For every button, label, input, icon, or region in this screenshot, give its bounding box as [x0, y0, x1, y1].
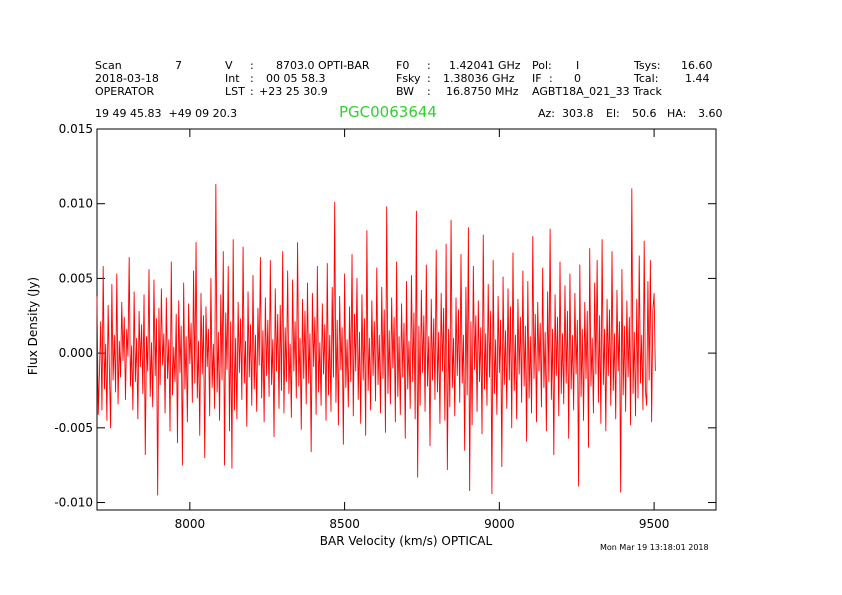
- integration-value: 00 05 58.3: [266, 72, 326, 85]
- plot-timestamp: Mon Mar 19 13:18:01 2018: [600, 543, 709, 552]
- tcal-label: Tcal:: [634, 72, 659, 85]
- lst-value: +23 25 30.9: [259, 85, 328, 98]
- if-colon: :: [549, 72, 553, 85]
- obs-date: 2018-03-18: [95, 72, 159, 85]
- f0-colon: :: [427, 59, 431, 72]
- x-tick-label: 8500: [329, 517, 360, 531]
- if-value: 0: [574, 72, 581, 85]
- az-value: 303.8: [562, 107, 594, 120]
- y-tick-label: 0.005: [59, 271, 93, 285]
- pol-value: I: [576, 59, 580, 72]
- v-label: V: [225, 59, 233, 72]
- pol-label: Pol:: [532, 59, 552, 72]
- y-tick-label: 0.000: [59, 346, 93, 360]
- f0-label: F0: [396, 59, 410, 72]
- if-label: IF: [532, 72, 542, 85]
- velocity-value: 8703.0 OPTI-BAR: [276, 59, 370, 72]
- scan-value: 7: [175, 59, 182, 72]
- spectrum-series-line: [96, 183, 656, 496]
- fsky-label: Fsky: [396, 72, 421, 85]
- lst-label: LST: [225, 85, 245, 98]
- ha-label: HA:: [667, 107, 687, 120]
- observer: OPERATOR: [95, 85, 155, 98]
- bw-label: BW: [396, 85, 415, 98]
- v-colon: :: [250, 59, 254, 72]
- az-label: Az:: [538, 107, 556, 120]
- x-tick-label: 8000: [175, 517, 206, 531]
- x-axis-label: BAR Velocity (km/s) OPTICAL: [320, 534, 493, 548]
- tsys-label: Tsys:: [634, 59, 661, 72]
- y-tick-label: 0.010: [59, 197, 93, 211]
- el-value: 50.6: [632, 107, 657, 120]
- bw-value: 16.8750 MHz: [446, 85, 519, 98]
- source-name: PGC0063644: [339, 103, 437, 121]
- source-coordinates: 19 49 45.83 +49 09 20.3: [95, 107, 238, 120]
- f0-value: 1.42041 GHz: [449, 59, 521, 72]
- el-label: El:: [606, 107, 620, 120]
- y-tick-label: 0.015: [59, 122, 93, 136]
- scan-label: Scan: [95, 59, 122, 72]
- int-label: Int: [225, 72, 240, 85]
- ha-value: 3.60: [698, 107, 723, 120]
- int-colon: :: [250, 72, 254, 85]
- y-tick-label: -0.005: [54, 421, 93, 435]
- fsky-colon: :: [427, 72, 431, 85]
- x-tick-label: 9000: [484, 517, 515, 531]
- fsky-value: 1.38036 GHz: [443, 72, 515, 85]
- y-axis-label: Flux Density (Jy): [26, 277, 40, 375]
- project-id: AGBT18A_021_33 Track: [532, 85, 662, 98]
- tcal-value: 1.44: [685, 72, 710, 85]
- x-tick-label: 9500: [639, 517, 670, 531]
- tsys-value: 16.60: [681, 59, 713, 72]
- bw-colon: :: [427, 85, 431, 98]
- y-tick-label: -0.010: [54, 496, 93, 510]
- lst-colon: :: [250, 85, 254, 98]
